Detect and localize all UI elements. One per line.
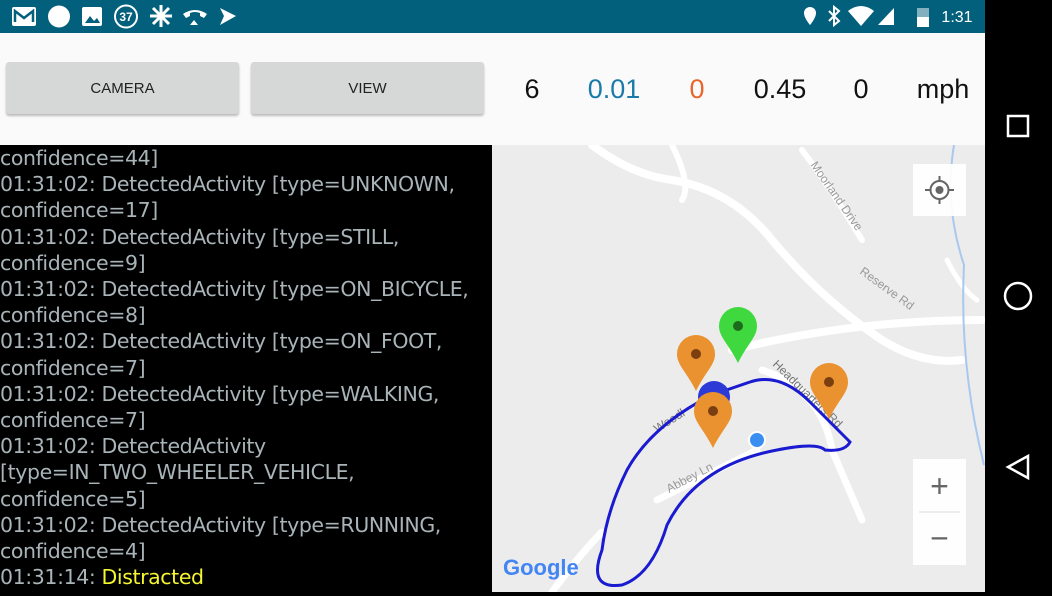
log-line: confidence=8]	[0, 303, 146, 328]
log-line: confidence=7]	[0, 408, 146, 433]
log-line: 01:31:02: DetectedActivity [type=STILL,	[0, 224, 399, 249]
status-icons: 37 1:31	[12, 4, 973, 29]
markers	[677, 307, 848, 448]
map[interactable]: Moorland Drive Reserve Rd Headquarters R…	[492, 145, 985, 592]
stat: 0	[689, 74, 705, 104]
route	[596, 378, 852, 588]
roads	[548, 145, 985, 592]
log-line: 01:31:02: DetectedActivity [type=RUNNING…	[0, 512, 441, 537]
stat: 0	[853, 74, 869, 104]
back-button[interactable]	[1005, 453, 1030, 481]
log-line: 01:31:02: DetectedActivity [type=UNKNOWN…	[0, 172, 455, 197]
current-location	[748, 431, 766, 449]
log-line: 01:31:02: DetectedActivity [type=ON_BICY…	[0, 277, 469, 302]
google-logo: Google	[503, 555, 579, 580]
log-line: confidence=4]	[0, 539, 146, 564]
unit: mph	[916, 74, 970, 104]
log-line: confidence=5]	[0, 486, 146, 511]
nav-icons	[1003, 114, 1033, 481]
camera-button[interactable]: CAMERA	[6, 62, 239, 114]
log-line: confidence=7]	[0, 355, 146, 380]
log-line: confidence=44]	[0, 146, 158, 170]
log-line: 01:31:02: DetectedActivity [type=ON_FOOT…	[0, 329, 443, 354]
log-line: confidence=17]	[0, 198, 158, 223]
stat: 0.01	[587, 74, 641, 104]
log-line: 01:31:02: DetectedActivity	[0, 434, 266, 459]
log-line: [type=IN_TWO_WHEELER_VEHICLE,	[0, 460, 355, 485]
zoom-in[interactable]: +	[930, 468, 949, 504]
status-bar: 37 1:31	[0, 0, 985, 33]
road-label: Reserve Rd	[857, 264, 916, 313]
activity-log: confidence=44] 01:31:02: DetectedActivity…	[0, 145, 492, 592]
stat: 0.45	[753, 74, 807, 104]
notification-count: 37	[119, 10, 133, 24]
log-line: 01:31:14: Distracted	[0, 564, 492, 590]
home-button[interactable]	[1003, 281, 1033, 311]
map-canvas: Moorland Drive Reserve Rd Headquarters R…	[503, 145, 985, 592]
zoom-out[interactable]: −	[930, 520, 949, 556]
log-status: Distracted	[101, 565, 205, 590]
road-label: Moorland Drive	[808, 159, 866, 234]
log-line: confidence=9]	[0, 250, 146, 275]
nav-bar	[985, 0, 1052, 592]
log-time: 01:31:14:	[0, 565, 96, 590]
toolbar: CAMERA VIEW 6 0.01 0 0.45 0 mph	[0, 33, 985, 145]
stat: 6	[524, 74, 540, 104]
recents-button[interactable]	[1006, 114, 1030, 138]
log-line: 01:31:02: DetectedActivity [type=WALKING…	[0, 381, 440, 406]
view-button[interactable]: VIEW	[251, 62, 484, 114]
clock: 1:31	[941, 9, 972, 26]
